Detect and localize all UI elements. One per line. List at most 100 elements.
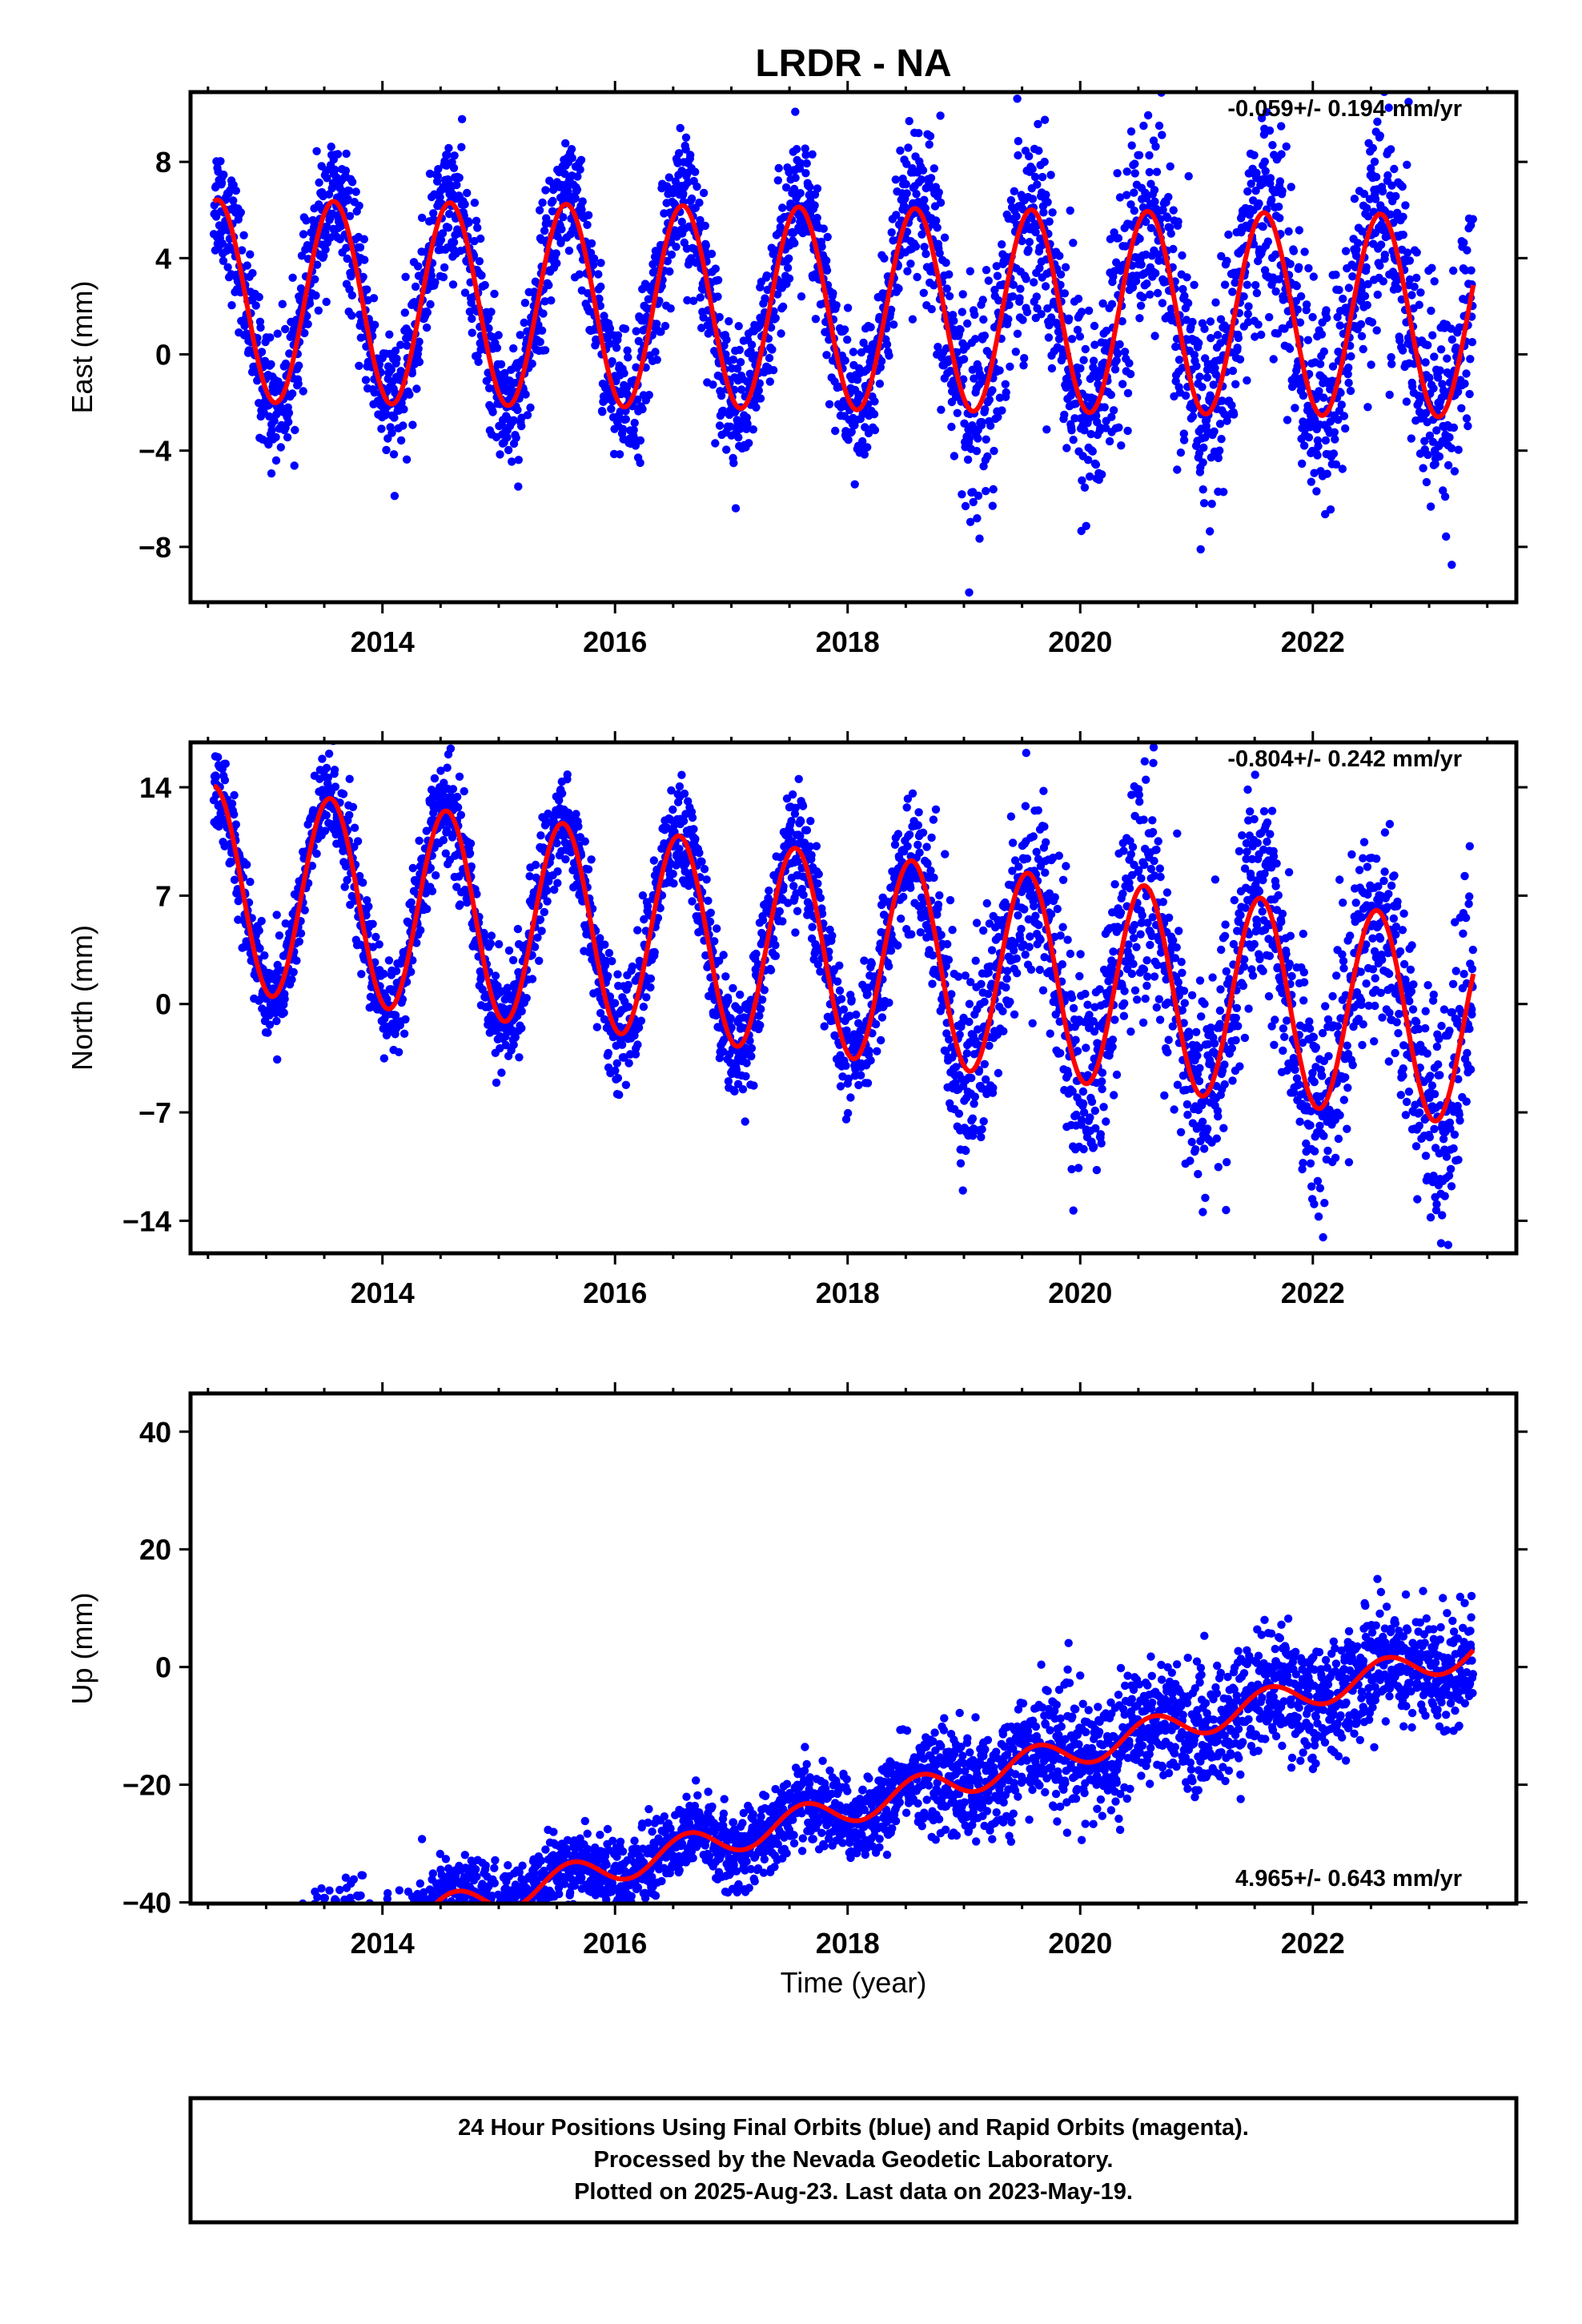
east-data-point (408, 368, 416, 378)
east-data-point (1464, 421, 1472, 431)
east-data-point (891, 175, 901, 184)
east-data-point (959, 355, 969, 364)
east-data-point (1462, 414, 1472, 423)
east-data-point (1433, 373, 1443, 382)
north-data-point (272, 1016, 281, 1026)
east-data-point (745, 439, 753, 448)
east-data-point (1277, 150, 1286, 159)
east-data-point (299, 387, 307, 396)
east-data-point (256, 323, 265, 332)
east-data-point (520, 299, 530, 308)
east-data-point (588, 260, 598, 270)
east-data-point (1407, 291, 1416, 300)
east-data-point (638, 404, 647, 414)
east-data-point (1425, 373, 1434, 382)
north-data-point (460, 786, 468, 796)
east-data-point (1142, 279, 1151, 288)
north-data-point (312, 849, 321, 858)
north-data-point (511, 1033, 520, 1042)
east-data-point (238, 246, 247, 255)
east-data-point (470, 199, 480, 207)
north-data-point (515, 1053, 524, 1062)
east-data-point (968, 365, 978, 374)
east-data-point (858, 436, 867, 446)
east-data-point (1442, 532, 1451, 541)
north-data-point (364, 902, 373, 911)
east-data-point (377, 424, 386, 433)
east-data-point (1321, 436, 1331, 445)
east-data-point (381, 409, 391, 418)
east-data-point (1034, 147, 1043, 155)
north-data-point (355, 871, 364, 881)
east-data-point (1430, 277, 1439, 286)
east-data-point (1126, 127, 1136, 136)
east-data-point (523, 411, 532, 420)
east-data-point (947, 422, 956, 432)
east-data-point (994, 296, 1003, 305)
east-data-point (1178, 364, 1187, 372)
east-data-point (993, 271, 1002, 280)
east-data-point (713, 275, 723, 284)
east-data-point (912, 190, 921, 199)
north-data-point (604, 971, 612, 981)
east-data-point (276, 443, 285, 452)
east-data-point (1449, 423, 1459, 432)
north-data-point (646, 983, 655, 992)
east-data-point (1371, 195, 1380, 203)
east-data-point (636, 436, 645, 445)
east-data-point (1038, 172, 1047, 182)
north-data-point (608, 957, 616, 966)
east-data-point (1130, 206, 1139, 215)
east-data-point (1450, 467, 1460, 476)
east-data-point (1352, 245, 1361, 254)
east-data-point (699, 285, 708, 294)
east-data-point (1423, 340, 1432, 350)
east-data-point (1303, 336, 1313, 344)
east-data-point (288, 389, 297, 398)
east-data-point (796, 159, 805, 168)
east-data-point (1181, 391, 1191, 400)
east-data-point (236, 208, 245, 217)
east-data-point (1046, 171, 1055, 179)
east-data-point (949, 376, 958, 385)
east-data-point (966, 517, 975, 526)
east-data-point (312, 260, 322, 269)
east-data-point (917, 175, 926, 184)
east-data-point (561, 139, 570, 148)
east-data-point (1387, 181, 1396, 190)
east-data-point (1188, 412, 1198, 421)
east-data-point (1387, 352, 1395, 362)
east-data-point (791, 107, 800, 116)
east-data-point (331, 165, 339, 175)
east-data-point (1018, 316, 1027, 324)
east-data-point (665, 267, 674, 276)
east-data-point (1178, 251, 1186, 260)
east-data-point (1435, 452, 1444, 461)
east-data-point (1328, 362, 1338, 371)
east-data-point (271, 432, 280, 442)
north-data-point (227, 799, 237, 808)
east-data-point (1196, 545, 1205, 554)
figure-title: LRDR - NA (755, 42, 951, 85)
east-data-point (216, 157, 225, 166)
east-data-point (1220, 280, 1230, 289)
east-data-point (328, 209, 337, 219)
east-data-point (1112, 356, 1121, 365)
north-data-point (345, 810, 354, 819)
east-data-point (937, 405, 946, 414)
north-data-point (612, 1059, 621, 1068)
east-data-point (651, 348, 660, 356)
east-data-point (1334, 416, 1343, 424)
north-data-point (307, 862, 317, 870)
north-data-point (604, 948, 614, 958)
east-data-point (1142, 194, 1151, 203)
east-data-point (400, 308, 409, 317)
north-data-point (574, 822, 583, 831)
east-data-point (1376, 240, 1386, 249)
east-data-point (370, 388, 379, 397)
east-data-point (936, 198, 946, 207)
north-data-point (401, 1015, 410, 1024)
north-data-point (494, 939, 504, 949)
east-data-point (1011, 348, 1021, 356)
